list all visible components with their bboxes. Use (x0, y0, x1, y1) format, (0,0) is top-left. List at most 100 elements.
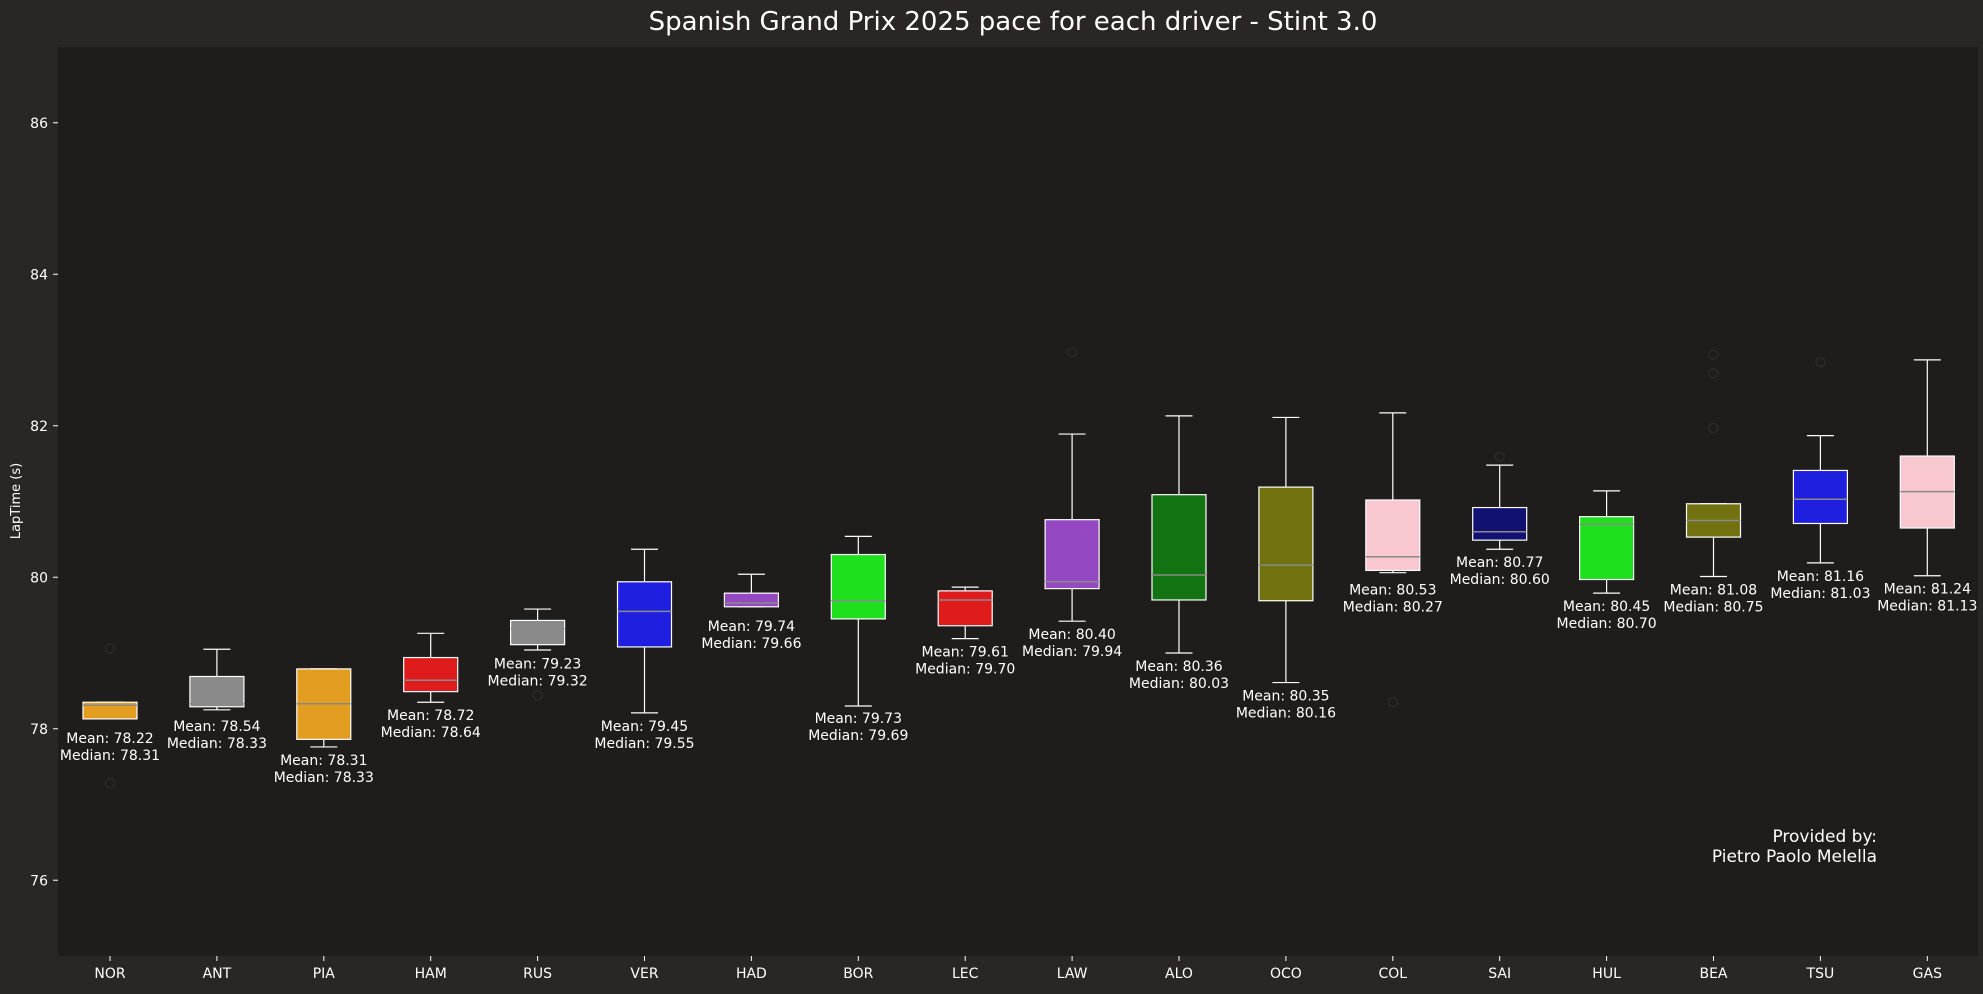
x-tick-label: OCO (1270, 966, 1302, 982)
median-label: Median: 79.70 (915, 662, 1015, 678)
x-tick-label: VER (630, 966, 658, 982)
box-nor (82, 643, 138, 789)
mean-label: Mean: 79.23 (494, 657, 581, 673)
x-tick-label: ANT (203, 966, 232, 982)
outlier-point (532, 690, 543, 701)
box-series (82, 347, 1955, 789)
x-tick-label: BEA (1699, 966, 1727, 982)
box-col (1365, 412, 1421, 708)
median-label: Median: 80.16 (1236, 706, 1336, 722)
iqr-box (1044, 519, 1100, 590)
iqr-box (510, 619, 566, 646)
median-label: Median: 78.31 (60, 748, 160, 764)
x-tick-label: HAM (415, 966, 447, 982)
chart-title: Spanish Grand Prix 2025 pace for each dr… (649, 7, 1378, 37)
x-tick-label: COL (1378, 966, 1407, 982)
iqr-box (937, 590, 993, 627)
mean-label: Mean: 81.24 (1884, 582, 1971, 598)
iqr-box (403, 656, 459, 693)
box-ham (403, 632, 459, 703)
median-label: Median: 80.03 (1129, 676, 1229, 692)
x-tick-label: BOR (843, 966, 873, 982)
median-label: Median: 81.03 (1770, 586, 1870, 602)
median-label: Median: 79.55 (594, 736, 694, 752)
plot-area (58, 47, 1978, 956)
outlier-point (1815, 356, 1826, 368)
credit-line-author: Pietro Paolo Melella (1712, 847, 1877, 867)
mean-label: Mean: 79.74 (708, 619, 795, 635)
iqr-box (723, 592, 780, 608)
mean-label: Mean: 81.16 (1777, 569, 1864, 585)
iqr-box (1365, 499, 1421, 572)
credit-line-provided-by: Provided by: (1772, 827, 1877, 847)
median-label: Median: 78.33 (167, 736, 267, 752)
x-tick-label: HAD (736, 966, 767, 982)
outlier-point (1387, 697, 1399, 708)
iqr-box (616, 581, 673, 648)
median-label: Median: 79.94 (1022, 644, 1122, 660)
x-tick-label: HUL (1592, 966, 1621, 982)
x-tick-label: LEC (952, 966, 979, 982)
box-lec (937, 586, 993, 640)
mean-label: Mean: 80.45 (1563, 599, 1650, 615)
mean-label: Mean: 80.35 (1242, 689, 1329, 705)
iqr-box (82, 701, 138, 720)
box-oco (1258, 416, 1314, 684)
mean-label: Mean: 79.61 (922, 645, 1009, 661)
y-tick-label: 82 (30, 419, 48, 435)
median-label: Median: 79.32 (488, 674, 588, 690)
iqr-box (189, 675, 245, 708)
box-rus (510, 608, 566, 701)
y-axis-label: LapTime (s) (9, 463, 24, 539)
y-tick-label: 78 (30, 722, 48, 738)
x-tick-label: NOR (94, 966, 125, 982)
y-axis: 76 78 80 82 84 86 (30, 116, 58, 889)
mean-label: Mean: 79.45 (601, 719, 688, 735)
median-label: Median: 80.75 (1663, 599, 1763, 615)
x-tick-label: GAS (1913, 966, 1942, 982)
outlier-point (104, 643, 116, 654)
median-label: Median: 81.13 (1877, 599, 1977, 615)
median-label: Median: 80.70 (1557, 616, 1657, 632)
outlier-point (104, 778, 116, 789)
iqr-box (1151, 494, 1207, 601)
outlier-point (1708, 422, 1719, 434)
x-tick-label: PIA (313, 966, 336, 982)
mean-label: Mean: 80.53 (1349, 582, 1436, 598)
x-tick-label: TSU (1806, 966, 1835, 982)
box-ver (616, 548, 673, 714)
mean-label: Mean: 79.73 (815, 711, 902, 727)
box-tsu (1792, 356, 1849, 564)
iqr-box (830, 553, 886, 620)
y-tick-label: 76 (30, 873, 48, 889)
median-label: Median: 79.66 (701, 636, 801, 652)
median-label: Median: 80.27 (1343, 599, 1443, 615)
mean-label: Mean: 81.08 (1670, 582, 1757, 598)
x-tick-label: SAI (1488, 966, 1511, 982)
mean-label: Mean: 78.54 (173, 719, 260, 735)
iqr-box (1472, 506, 1528, 541)
box-pia (296, 668, 352, 748)
iqr-box (1578, 516, 1635, 581)
outlier-point (1066, 347, 1078, 358)
mean-label: Mean: 78.72 (387, 708, 474, 724)
mean-label: Mean: 78.22 (66, 731, 153, 747)
x-tick-label: LAW (1057, 966, 1088, 982)
box-had (723, 573, 780, 608)
y-tick-label: 80 (30, 570, 48, 586)
x-axis: NOR ANT PIA HAM RUS VER HAD BOR LEC LAW ALO OCO COL S… (94, 956, 1942, 982)
mean-label: Mean: 80.40 (1028, 627, 1115, 643)
median-label: Median: 80.60 (1450, 572, 1550, 588)
box-gas (1899, 359, 1955, 577)
x-tick-label: RUS (523, 966, 552, 982)
box-law (1044, 347, 1100, 622)
mean-label: Mean: 80.77 (1456, 555, 1543, 571)
box-hul (1578, 490, 1635, 594)
outlier-point (1708, 349, 1719, 360)
iqr-box (1258, 486, 1314, 602)
iqr-box (1792, 469, 1849, 525)
y-tick-label: 86 (30, 116, 48, 132)
